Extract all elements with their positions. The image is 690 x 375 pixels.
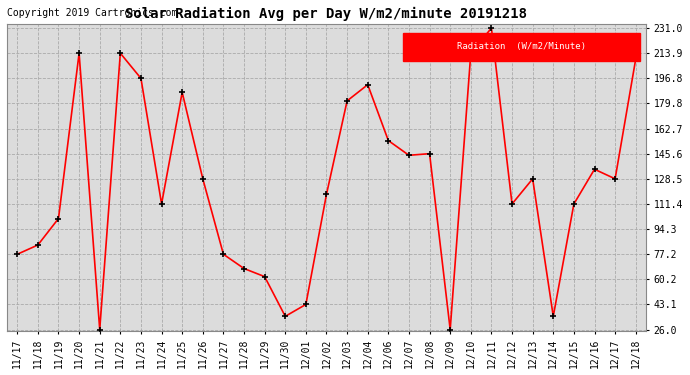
Text: Radiation  (W/m2/Minute): Radiation (W/m2/Minute) <box>457 42 586 51</box>
FancyBboxPatch shape <box>403 33 640 60</box>
Title: Solar Radiation Avg per Day W/m2/minute 20191218: Solar Radiation Avg per Day W/m2/minute … <box>126 7 527 21</box>
Text: Copyright 2019 Cartronics.com: Copyright 2019 Cartronics.com <box>7 8 177 18</box>
